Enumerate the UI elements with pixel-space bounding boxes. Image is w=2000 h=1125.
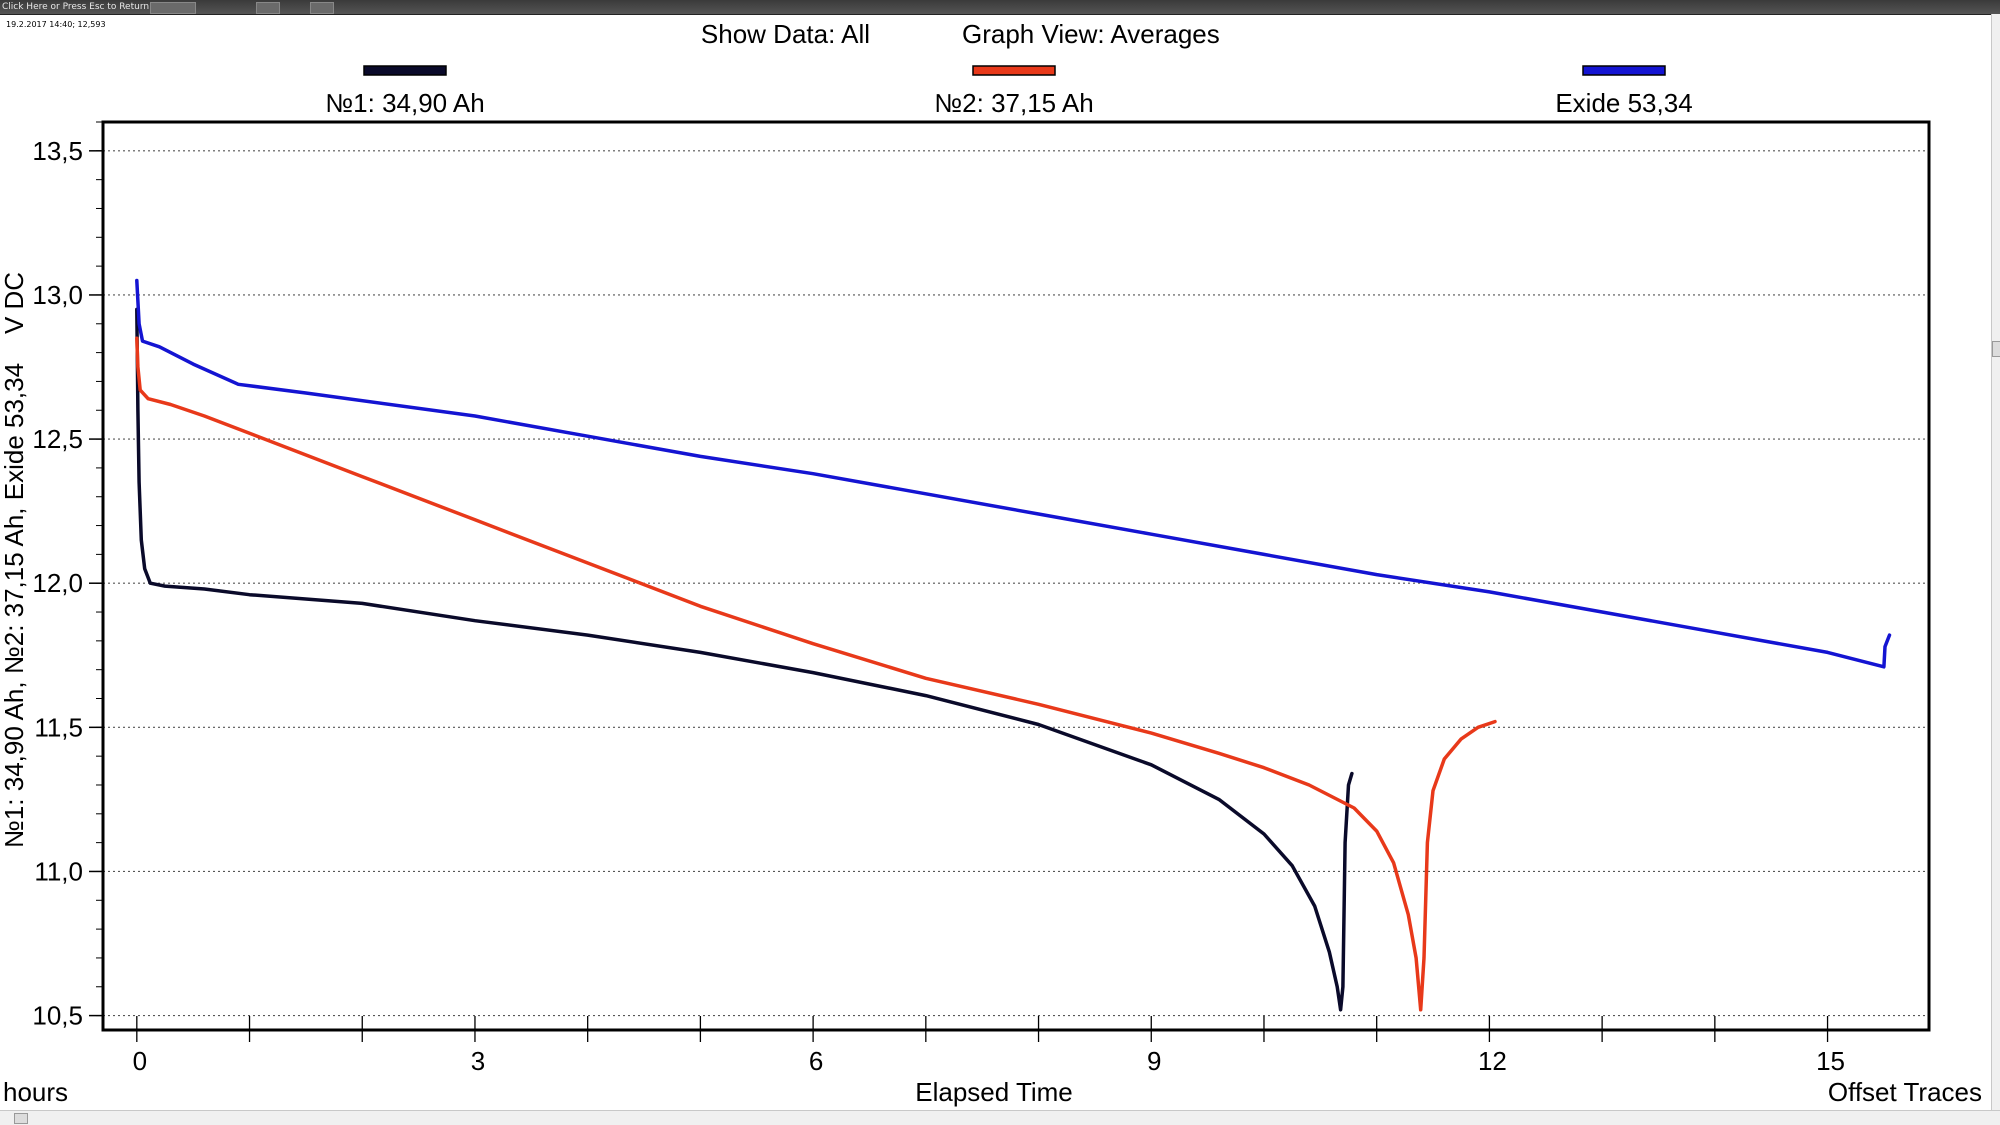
- toolbar-button[interactable]: [150, 2, 196, 14]
- x-axis: 0 3 6 9 12 15: [133, 1016, 1845, 1076]
- y-tick-label: 13,5: [32, 136, 83, 166]
- legend-swatch[interactable]: [363, 65, 447, 76]
- horizontal-scrollbar[interactable]: [0, 1110, 2000, 1125]
- series-line: [135, 278, 1892, 669]
- series-line: [135, 307, 1354, 1012]
- x-tick-label: 12: [1478, 1046, 1507, 1076]
- series-line: [135, 336, 1497, 1012]
- plot-frame: [101, 120, 1931, 1032]
- legend-label[interactable]: №1: 34,90 Ah: [325, 88, 484, 118]
- y-tick-label: 13,0: [32, 280, 83, 310]
- graph-view-label[interactable]: Graph View: Averages: [962, 19, 1220, 49]
- return-hint-link[interactable]: Click Here or Press Esc to Return: [2, 2, 150, 12]
- toolbar-button[interactable]: [310, 2, 334, 14]
- legend-label[interactable]: Exide 53,34: [1555, 88, 1692, 118]
- cursor-readout: 19.2.2017 14:40; 12,593: [6, 20, 106, 29]
- toolbar-button[interactable]: [256, 2, 280, 14]
- x-tick-label: 15: [1816, 1046, 1845, 1076]
- y-axis-title: №1: 34,90 Ah, №2: 37,15 Ah, Exide 53,34 …: [0, 272, 29, 848]
- y-axis: 13,5 13,0 12,5 12,0 11,5 11,0 10,5: [32, 121, 103, 1031]
- legend-swatch[interactable]: [1582, 65, 1666, 76]
- legend-swatch[interactable]: [972, 65, 1056, 76]
- series-layer: [135, 278, 1892, 1012]
- offset-traces-button[interactable]: Offset Traces: [1828, 1077, 1982, 1107]
- vertical-scrollbar[interactable]: [1991, 14, 2000, 1110]
- x-tick-label: 0: [133, 1046, 147, 1076]
- scroll-thumb[interactable]: [14, 1113, 28, 1124]
- legend: №1: 34,90 Ah №2: 37,15 Ah Exide 53,34: [325, 65, 1693, 118]
- scroll-thumb[interactable]: [1992, 341, 2000, 357]
- x-unit-label: hours: [3, 1077, 68, 1107]
- y-tick-label: 11,0: [34, 856, 83, 886]
- grid: [103, 150, 1929, 1017]
- legend-label[interactable]: №2: 37,15 Ah: [934, 88, 1093, 118]
- x-tick-label: 3: [471, 1046, 485, 1076]
- window-title-bar: Click Here or Press Esc to Return: [0, 0, 2000, 15]
- y-tick-label: 11,5: [34, 712, 83, 742]
- y-tick-label: 10,5: [32, 1001, 83, 1031]
- y-tick-label: 12,0: [32, 568, 83, 598]
- show-data-label[interactable]: Show Data: All: [701, 19, 870, 49]
- x-tick-label: 9: [1147, 1046, 1161, 1076]
- x-tick-label: 6: [809, 1046, 823, 1076]
- x-axis-title: Elapsed Time: [915, 1077, 1073, 1107]
- y-tick-label: 12,5: [32, 424, 83, 454]
